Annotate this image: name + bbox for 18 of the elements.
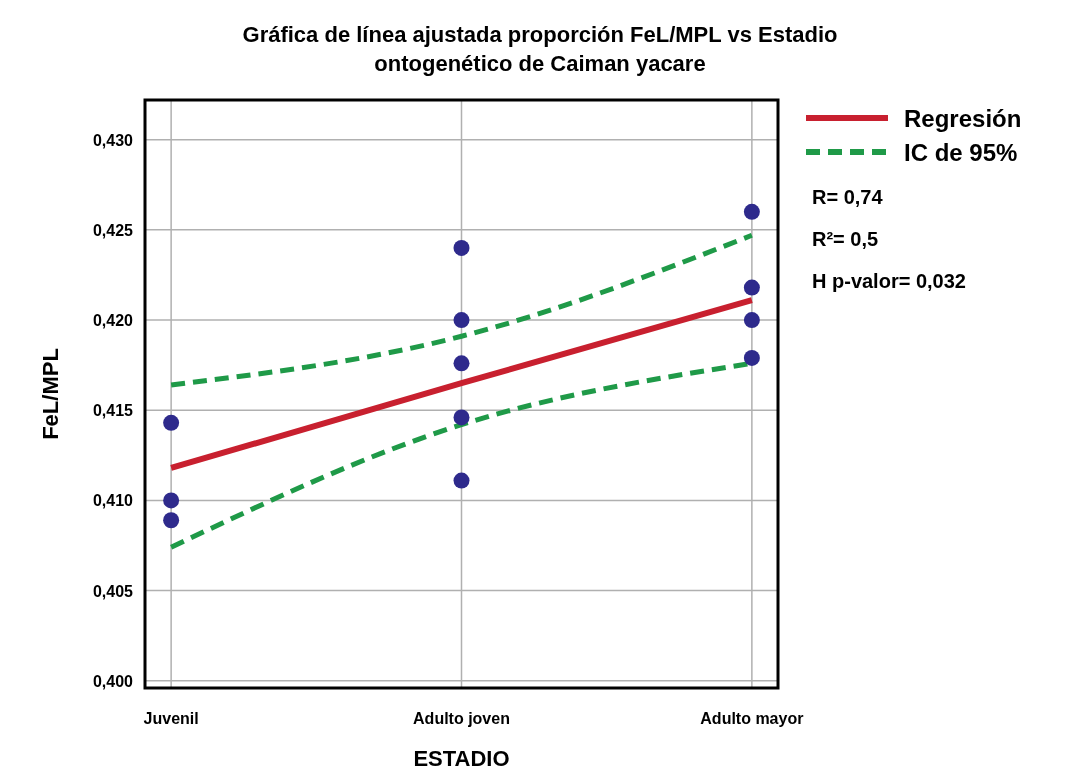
y-tick-label: 0,410 <box>92 492 134 510</box>
chart-title: Gráfica de línea ajustada proporción FeL/MPL vs Estadio ontogenético de Caiman yacare <box>242 22 838 76</box>
y-axis-title: FeL/MPL <box>38 348 63 440</box>
text: R= 0,74 <box>812 186 884 208</box>
text: H p-valor= 0,032 <box>812 270 966 292</box>
y-tick-label: 0,415 <box>92 402 134 420</box>
legend-label: IC de 95% <box>904 139 1018 166</box>
x-tick-label: Juvenil <box>143 710 199 727</box>
legend-label: Regresión <box>904 105 1022 132</box>
y-tick-label: 0,400 <box>92 672 134 690</box>
y-tick-label: 0,420 <box>92 312 134 330</box>
text: R²= 0,5 <box>812 228 879 250</box>
x-axis-title: ESTADIO <box>413 746 510 771</box>
y-tick-label: 0,425 <box>92 221 134 239</box>
y-tick-label: 0,405 <box>92 582 134 600</box>
x-tick-label: Adulto joven <box>413 710 510 727</box>
y-tick-label: 0,430 <box>92 131 134 149</box>
x-tick-label: Adulto mayor <box>700 710 804 727</box>
